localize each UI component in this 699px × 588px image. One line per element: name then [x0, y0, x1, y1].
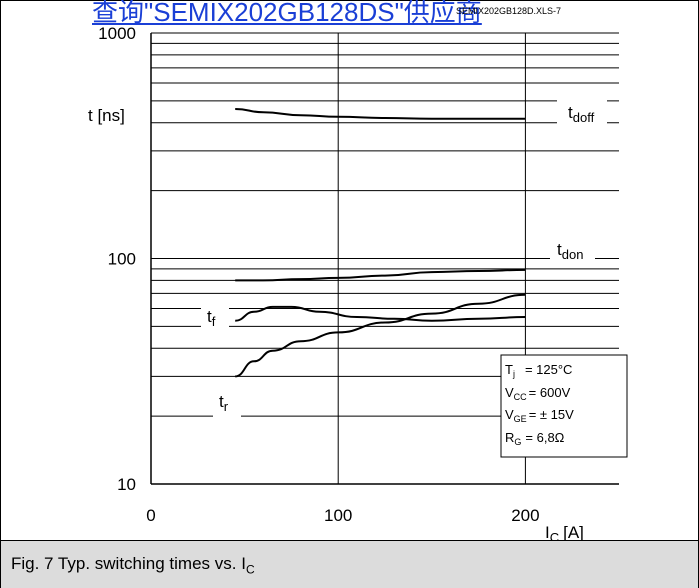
series-label-tr: tr: [219, 392, 229, 414]
file-reference: SEMIX202GB128D.XLS-7: [456, 6, 562, 16]
label-mask: [550, 240, 595, 266]
chart-series: [235, 108, 526, 378]
test-conditions-box: Tj = 125°C VCC = 600V VGE = ± 15V RG = 6,8Ω: [500, 354, 628, 458]
supplier-query-link[interactable]: 查询"SEMIX202GB128DS"供应商: [92, 0, 482, 27]
y-tick-label: 1000: [98, 24, 136, 43]
x-tick-label: 200: [511, 506, 539, 525]
x-tick-label: 100: [324, 506, 352, 525]
chart-ticks: 10 100 1000 0 100 200: [98, 24, 539, 525]
label-mask: [201, 305, 229, 333]
cond-rg: RG = 6,8Ω: [505, 430, 565, 447]
series-label-tf: tf: [207, 307, 216, 329]
x-tick-label: 0: [146, 506, 155, 525]
cond-tj: Tj = 125°C: [505, 362, 572, 379]
y-tick-label: 10: [117, 475, 136, 494]
x-axis-label: IC [A]: [545, 523, 584, 545]
chart-grid: [150, 32, 619, 485]
series-line-tdon: [235, 268, 526, 282]
series-line-tf: [235, 305, 526, 322]
caption-bar: Fig. 7 Typ. switching times vs. IC: [1, 540, 698, 588]
series-line-tr: [235, 293, 526, 378]
series-label-tdoff: tdoff: [568, 103, 595, 125]
label-mask: [557, 96, 607, 126]
figure-caption: Fig. 7 Typ. switching times vs. IC: [11, 554, 255, 577]
y-tick-label: 100: [108, 250, 136, 269]
series-label-tdon: tdon: [557, 240, 583, 262]
cond-vcc: VCC = 600V: [505, 385, 571, 402]
cond-vge: VGE = ± 15V: [505, 407, 574, 424]
series-line-tdoff: [235, 108, 526, 120]
y-axis-label: t [ns]: [88, 106, 125, 125]
label-mask: [213, 392, 241, 420]
